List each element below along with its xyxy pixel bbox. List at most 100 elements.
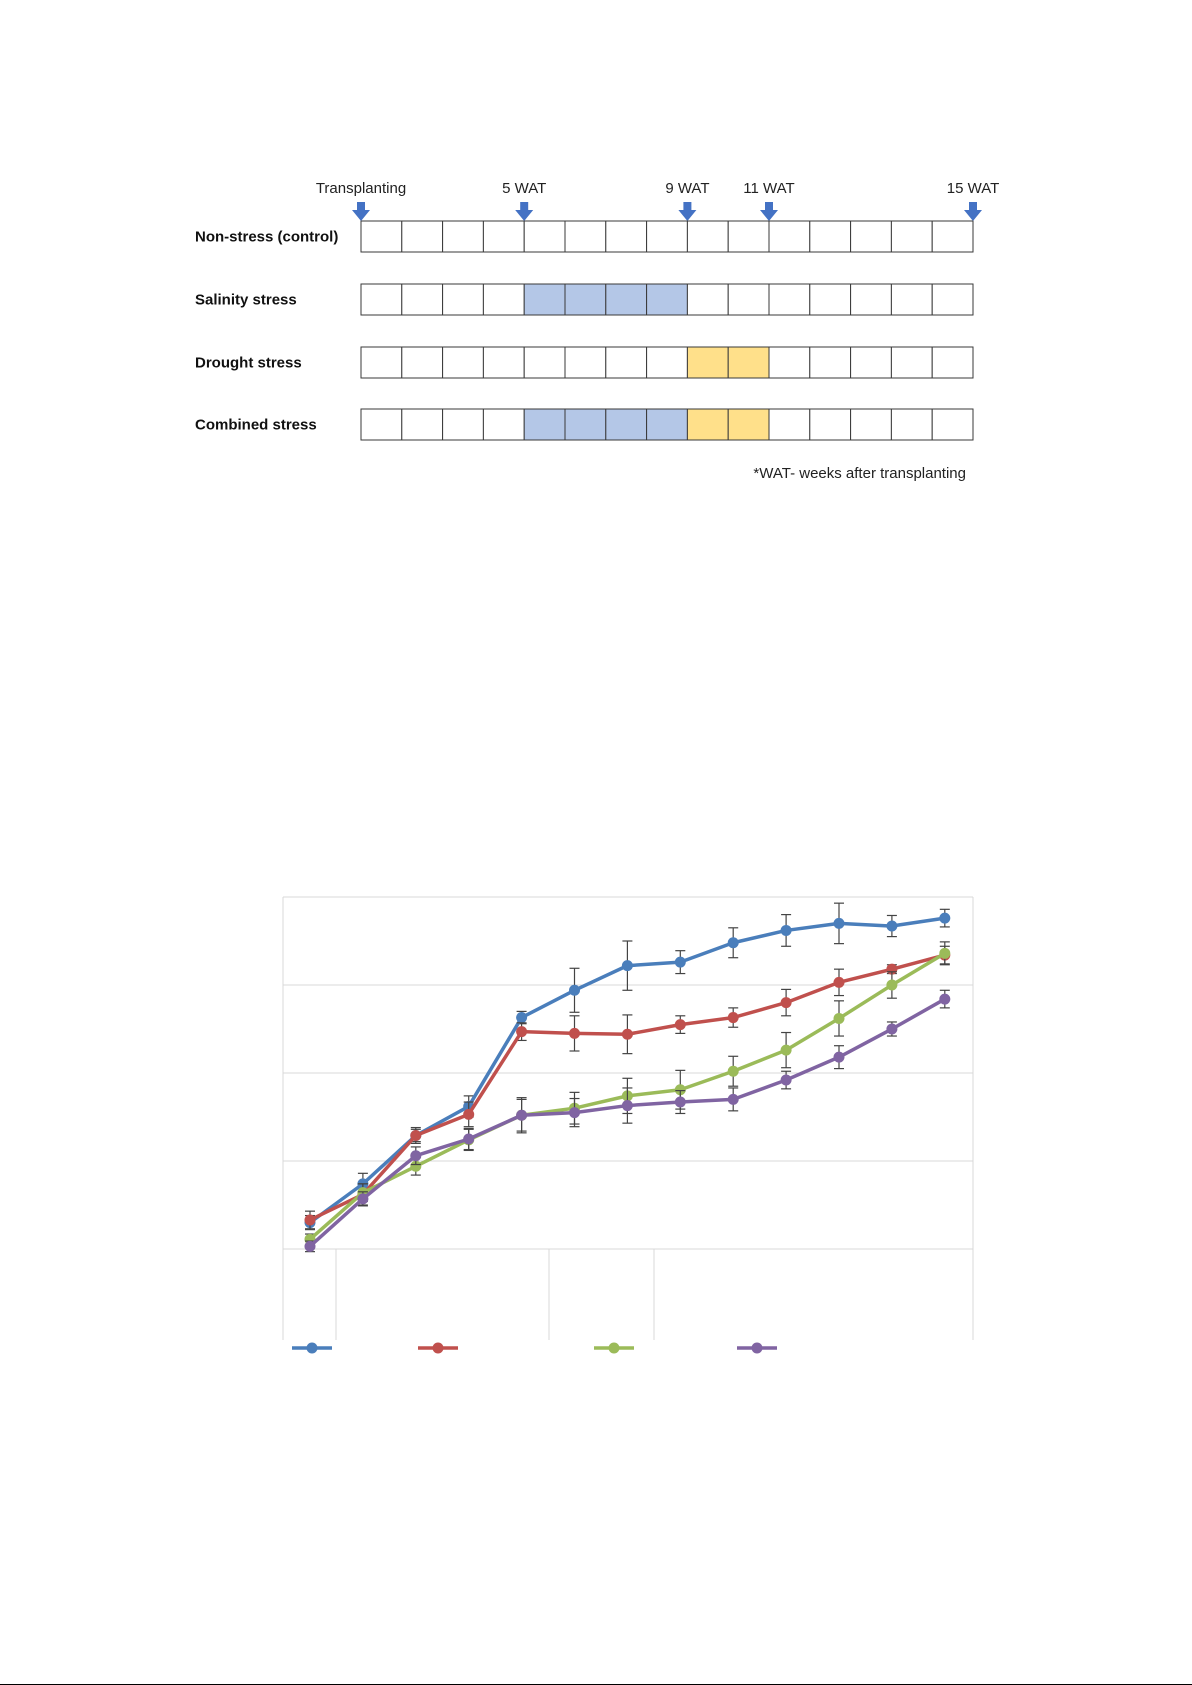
- treatment-label: Non-stress (control): [195, 229, 338, 246]
- data-point: [569, 1027, 580, 1039]
- data-point: [569, 984, 580, 996]
- week-cell: [564, 283, 607, 316]
- legend-swatch-marker: [306, 1342, 318, 1354]
- week-cell: [850, 220, 892, 253]
- marker-label: 9 WAT: [665, 180, 709, 197]
- week-cell: [564, 346, 607, 379]
- week-cell: [890, 408, 933, 441]
- week-cell: [605, 283, 648, 316]
- week-cell: [605, 408, 648, 441]
- data-point: [516, 1012, 528, 1024]
- week-cell: [482, 408, 525, 441]
- legend-swatch-marker: [608, 1342, 620, 1354]
- week-cell: [850, 346, 892, 379]
- week-cell: [442, 408, 484, 441]
- week-cell: [890, 220, 933, 253]
- week-cell: [360, 283, 403, 316]
- data-point: [780, 1074, 792, 1086]
- data-point: [727, 1012, 739, 1024]
- week-cell: [646, 283, 688, 316]
- data-point: [939, 993, 951, 1005]
- data-point: [516, 1026, 528, 1038]
- data-point: [833, 1051, 845, 1063]
- legend-item: [737, 1342, 777, 1354]
- data-point: [621, 1100, 633, 1112]
- week-cell: [890, 283, 933, 316]
- down-arrow-icon: [515, 202, 534, 221]
- week-cell: [523, 346, 566, 379]
- week-cell: [768, 283, 811, 316]
- week-cell: [646, 220, 688, 253]
- data-point: [833, 917, 845, 929]
- week-cell: [809, 346, 852, 379]
- week-cell: [768, 346, 811, 379]
- data-point: [304, 1214, 316, 1226]
- week-cell: [686, 220, 729, 253]
- data-point: [780, 997, 792, 1009]
- down-arrow-icon: [760, 202, 778, 221]
- week-cell: [401, 220, 444, 253]
- data-point: [304, 1240, 316, 1252]
- week-cell: [646, 346, 688, 379]
- week-cell: [482, 220, 525, 253]
- week-cell: [401, 408, 444, 441]
- week-cell: [442, 220, 484, 253]
- data-point: [516, 1109, 528, 1121]
- data-point: [463, 1108, 475, 1120]
- legend-swatch-marker: [751, 1342, 763, 1354]
- data-point: [780, 1044, 792, 1056]
- data-point: [463, 1133, 475, 1145]
- week-cell: [809, 220, 852, 253]
- data-point: [780, 924, 792, 936]
- week-cell: [360, 220, 403, 253]
- data-point: [621, 960, 633, 972]
- week-cell: [727, 220, 770, 253]
- series-4: [304, 989, 951, 1253]
- data-point: [833, 1012, 845, 1024]
- week-cell: [931, 408, 974, 441]
- series-1: [304, 902, 951, 1231]
- data-point: [674, 956, 686, 968]
- week-cell: [401, 346, 444, 379]
- week-cell: [523, 283, 566, 316]
- week-cell: [605, 220, 648, 253]
- data-point: [886, 979, 898, 991]
- data-point: [674, 1096, 686, 1108]
- legend-item: [292, 1342, 332, 1354]
- week-cell: [360, 408, 403, 441]
- data-point: [727, 937, 739, 949]
- week-cell: [931, 283, 974, 316]
- week-cell: [401, 283, 444, 316]
- stress-schedule-diagram: Transplanting 5 WAT 9 WAT 11 WAT 15 WAT Non-s…: [195, 180, 1000, 482]
- week-cell: [646, 408, 688, 441]
- data-point: [939, 912, 951, 924]
- legend-item: [418, 1342, 458, 1354]
- data-point: [939, 947, 951, 959]
- marker-label: 5 WAT: [502, 180, 546, 197]
- data-point: [886, 1023, 898, 1035]
- data-point: [886, 920, 898, 932]
- data-point: [727, 1065, 739, 1077]
- week-cell: [564, 408, 607, 441]
- data-point: [621, 1028, 633, 1040]
- week-cell: [768, 220, 811, 253]
- week-cell: [605, 346, 648, 379]
- week-cell: [768, 408, 811, 441]
- marker-label: 11 WAT: [743, 180, 794, 197]
- marker-label: 15 WAT: [947, 180, 1000, 197]
- data-point: [357, 1193, 369, 1205]
- legend-swatch-marker: [432, 1342, 444, 1354]
- week-cell: [931, 220, 974, 253]
- week-cell: [727, 283, 770, 316]
- week-cell: [727, 408, 770, 441]
- wat-footnote: *WAT- weeks after transplanting: [753, 465, 966, 482]
- data-point: [410, 1129, 422, 1141]
- week-cell: [686, 283, 729, 316]
- down-arrow-icon: [964, 202, 982, 221]
- week-cell: [442, 346, 484, 379]
- data-point: [833, 976, 845, 988]
- down-arrow-icon: [678, 202, 697, 221]
- data-point: [674, 1084, 686, 1096]
- treatment-label: Combined stress: [195, 417, 317, 434]
